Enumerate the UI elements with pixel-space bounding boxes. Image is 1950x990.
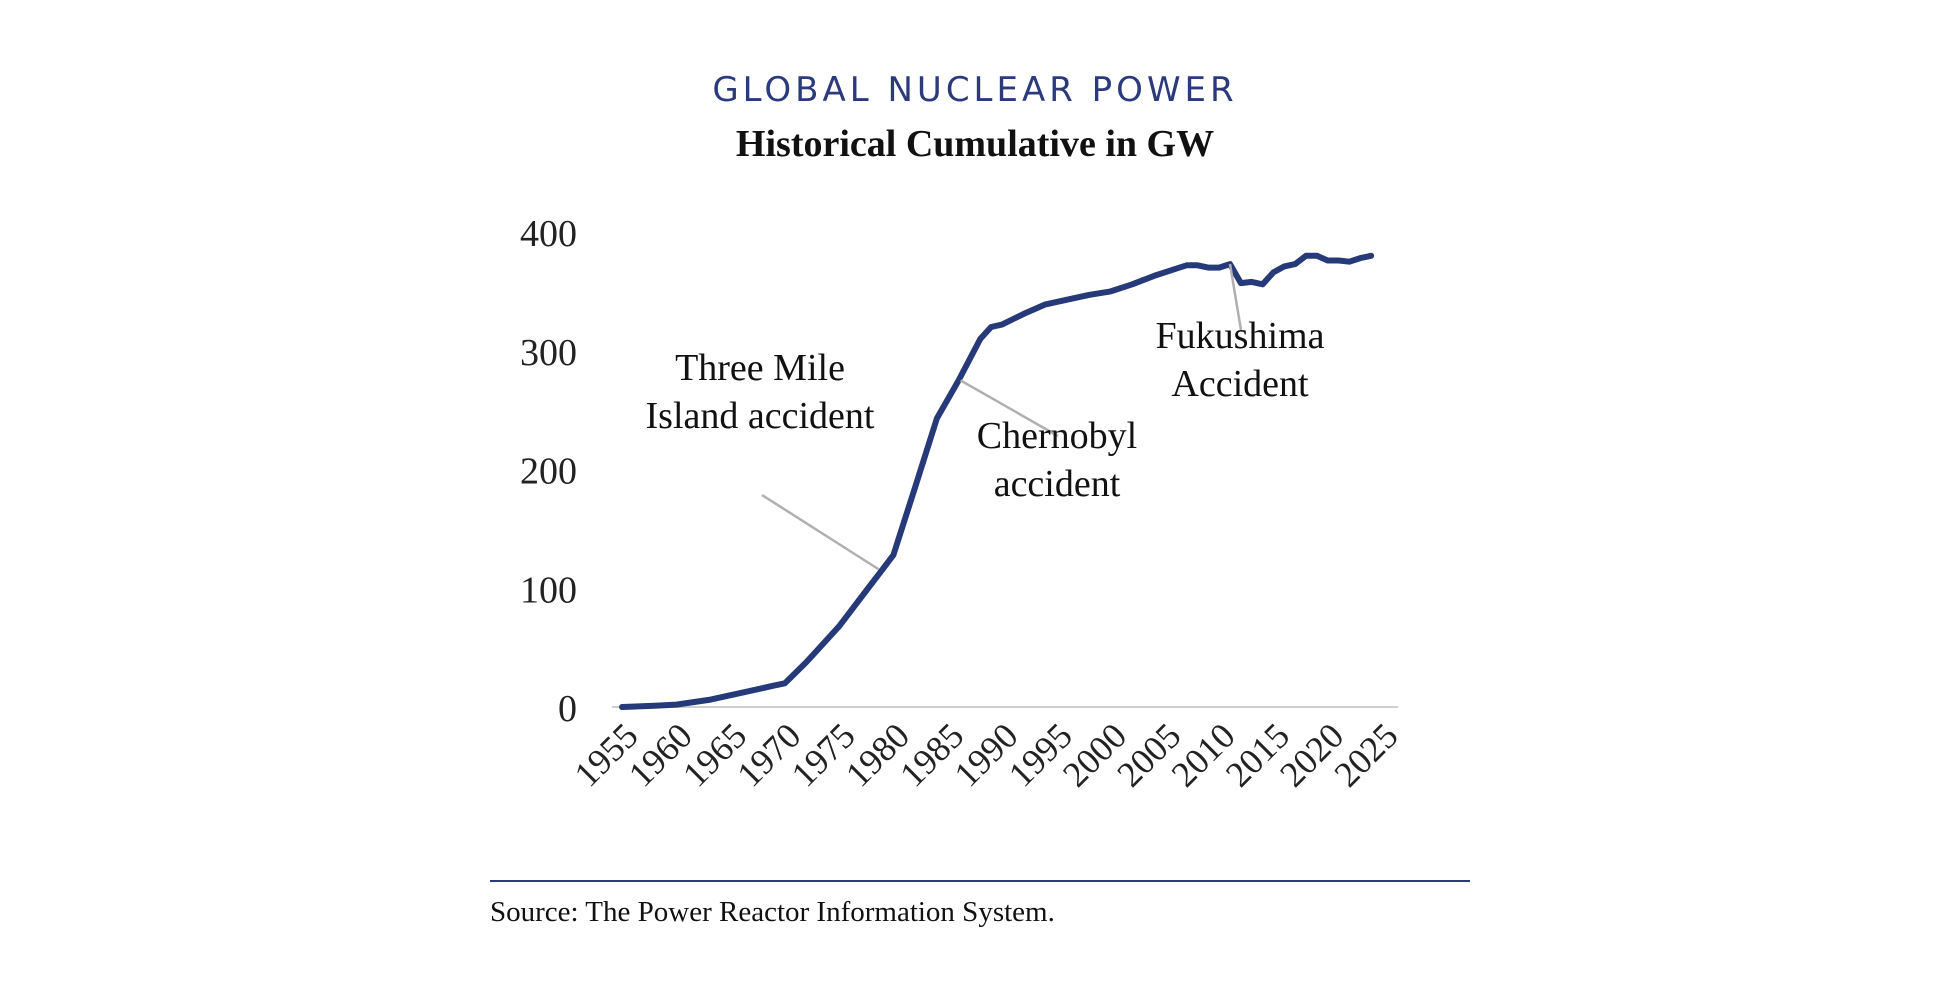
annotation-label: Accident: [1171, 363, 1309, 405]
annotation-leader: [761, 493, 880, 571]
chart-subtitle: Historical Cumulative in GW: [735, 123, 1215, 165]
chart-title: GLOBAL NUCLEAR POWER: [712, 70, 1238, 110]
annotation-leader: [1228, 263, 1243, 331]
source-divider: [490, 880, 1470, 882]
y-tick-label: 400: [520, 213, 577, 255]
annotation-label: accident: [994, 463, 1121, 505]
y-tick-label: 300: [520, 332, 577, 374]
source-note: Source: The Power Reactor Information Sy…: [490, 896, 1055, 928]
x-tick-label: 2025: [1326, 715, 1405, 794]
annotation-label: Three Mile: [675, 347, 845, 389]
annotation-label: Island accident: [646, 395, 875, 437]
annotation-label: Chernobyl: [977, 415, 1137, 457]
y-tick-label: 100: [520, 569, 577, 611]
y-tick-label: 200: [520, 451, 577, 493]
y-tick-label: 0: [558, 688, 577, 730]
annotation-leader: [959, 379, 1059, 438]
series-line: [619, 252, 1375, 710]
annotation-label: Fukushima: [1156, 315, 1325, 357]
